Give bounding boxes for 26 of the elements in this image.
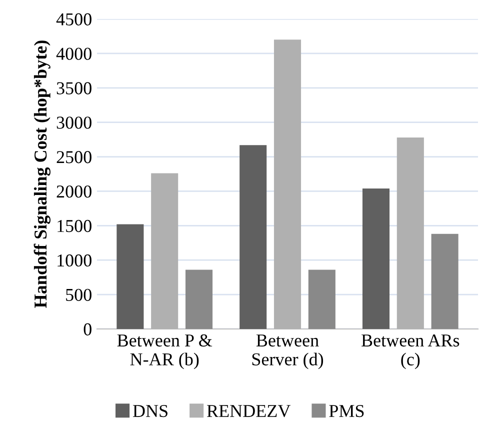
legend-label: PMS	[329, 404, 364, 418]
bar	[151, 173, 178, 329]
x-tick-label: Between P & N-AR (b)	[117, 334, 212, 370]
bar	[185, 270, 213, 329]
y-tick-label: 4500	[56, 13, 92, 26]
bar	[431, 234, 458, 329]
y-axis-title: Handoff Signaling Cost (hop*byte)	[34, 40, 50, 308]
legend-label: RENDEZV	[207, 405, 291, 418]
y-tick-label: 500	[66, 288, 92, 301]
y-tick-label: 0	[84, 323, 92, 336]
y-tick-label: 3500	[56, 82, 92, 94]
bar	[274, 40, 302, 329]
x-tick-label: Between ARs (c)	[362, 334, 460, 370]
legend-label: DNS	[132, 404, 168, 418]
bar	[362, 188, 390, 329]
y-tick-label: 1500	[58, 220, 92, 232]
y-tick-label: 2000	[56, 185, 92, 198]
y-tick-label: 4000	[56, 48, 92, 60]
bar	[116, 224, 144, 329]
y-tick-label: 3000	[56, 116, 92, 129]
bar	[308, 270, 336, 329]
bar	[240, 145, 267, 329]
bar	[396, 137, 424, 329]
y-tick-label: 2500	[56, 151, 92, 164]
y-tick-label: 1000	[58, 254, 92, 267]
x-tick-label: Between Server (d)	[252, 334, 324, 370]
